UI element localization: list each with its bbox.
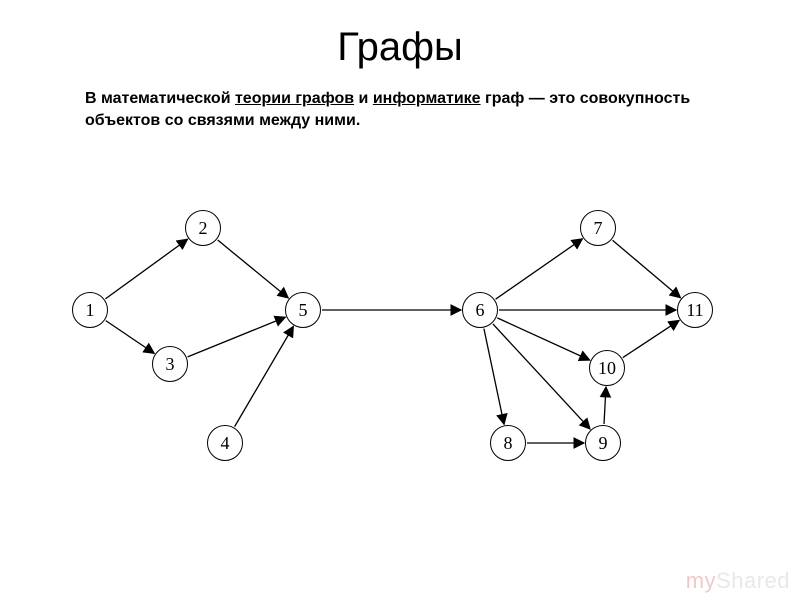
graph-edge — [623, 320, 679, 357]
graph-node-10: 10 — [589, 350, 625, 386]
graph-node-2: 2 — [185, 210, 221, 246]
graph-edge — [105, 239, 187, 299]
watermark-shared: Shared — [716, 568, 790, 593]
desc-link-informatics: информатике — [373, 90, 481, 107]
desc-text-2: и — [354, 90, 373, 107]
graph-edge — [604, 387, 606, 424]
graph-diagram: 1 2 3 4 5 6 7 8 9 10 11 — [0, 180, 800, 480]
graph-edge — [497, 318, 589, 360]
graph-node-4: 4 — [207, 425, 243, 461]
graph-definition: В математической теории графов и информа… — [85, 88, 715, 131]
desc-link-graph-theory: теории графов — [235, 90, 354, 107]
graph-edge — [235, 326, 294, 426]
graph-node-7: 7 — [580, 210, 616, 246]
graph-edge — [496, 239, 583, 299]
watermark: myShared — [686, 568, 790, 594]
graph-edge — [106, 321, 155, 354]
graph-edge — [613, 240, 681, 297]
graph-edges — [0, 180, 800, 480]
graph-edge — [493, 324, 590, 429]
desc-text-1: В математической — [85, 90, 235, 107]
watermark-my: my — [686, 568, 716, 593]
graph-edge — [484, 329, 504, 425]
page-title: Графы — [0, 0, 800, 70]
graph-node-5: 5 — [285, 292, 321, 328]
graph-edge — [188, 317, 286, 357]
graph-node-11: 11 — [677, 292, 713, 328]
graph-edge — [218, 240, 289, 298]
graph-node-8: 8 — [490, 425, 526, 461]
graph-node-6: 6 — [462, 292, 498, 328]
graph-node-3: 3 — [152, 346, 188, 382]
graph-node-1: 1 — [72, 292, 108, 328]
graph-node-9: 9 — [585, 425, 621, 461]
